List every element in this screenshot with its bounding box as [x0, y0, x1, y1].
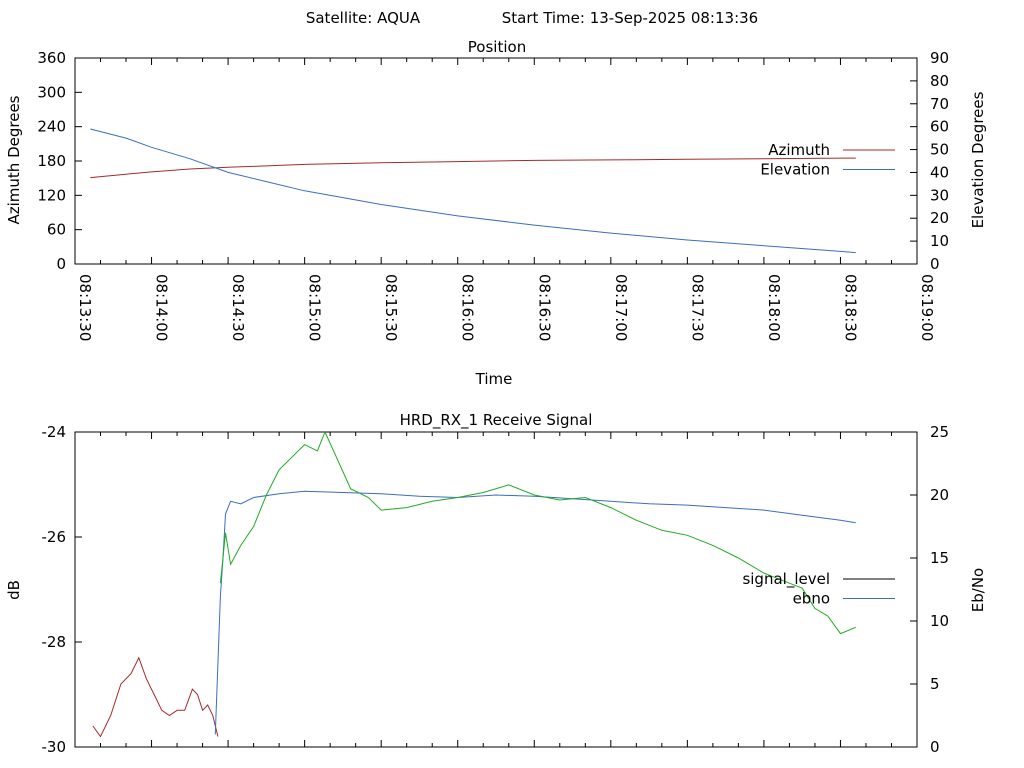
- y-tick-label: -28: [42, 633, 67, 651]
- series-line: [90, 157, 856, 179]
- y2-tick-label: 10: [930, 612, 949, 630]
- y2-tick-label: 0: [930, 255, 940, 273]
- y2-tick-label: 15: [930, 549, 949, 567]
- signal-axis-ticks: -30 -28 -26 -24 0 5 10 15 20 25: [42, 423, 950, 756]
- y2-tick-label: 60: [930, 118, 949, 136]
- y2-tick-label: 5: [930, 675, 940, 693]
- x-tick-label: 08:16:00: [459, 274, 477, 341]
- y2-tick-label: 20: [930, 209, 949, 227]
- x-tick-label: 08:19:00: [918, 274, 936, 341]
- x-tick-label: 08:15:00: [306, 274, 324, 341]
- x-tick-label: 08:13:30: [76, 274, 94, 341]
- signal-y-axis-label: dB: [5, 580, 23, 600]
- header-satellite: Satellite: AQUA: [306, 9, 421, 27]
- y-tick-label: 0: [56, 255, 66, 273]
- x-tick-label: 08:18:00: [765, 274, 783, 341]
- position-axis-ticks: 08:13:30 08:14:00 08:14:30 08:15:00 08:15:30…: [37, 49, 949, 341]
- signal-chart-title: HRD_RX_1 Receive Signal: [400, 411, 593, 430]
- y-tick-label: 240: [37, 118, 66, 136]
- y2-tick-label: 80: [930, 72, 949, 90]
- y-tick-label: 180: [37, 152, 66, 170]
- y-tick-label: 300: [37, 83, 66, 101]
- series-line: [92, 656, 219, 738]
- x-tick-label: 08:14:00: [153, 274, 171, 341]
- legend-label: Elevation: [760, 161, 830, 179]
- x-tick-label: 08:17:00: [612, 274, 630, 341]
- y2-tick-label: 90: [930, 49, 949, 67]
- position-y-axis-label: Azimuth Degrees: [5, 95, 23, 224]
- signal-series: [92, 430, 856, 738]
- series-line: [214, 490, 856, 735]
- y2-tick-label: 50: [930, 141, 949, 159]
- y2-tick-label: 0: [930, 738, 940, 756]
- y-tick-label: -26: [42, 528, 67, 546]
- x-tick-label: 08:15:30: [382, 274, 400, 341]
- x-tick-label: 08:17:30: [688, 274, 706, 341]
- series-line: [219, 430, 856, 635]
- position-y2-axis-label: Elevation Degrees: [969, 91, 987, 228]
- y-tick-label: 60: [47, 221, 66, 239]
- series-line: [90, 128, 856, 254]
- legend-label: signal_level: [742, 570, 830, 589]
- legend-label: ebno: [793, 590, 830, 608]
- y-tick-label: 120: [37, 186, 66, 204]
- position-chart-title: Position: [468, 38, 526, 56]
- y2-tick-label: 10: [930, 232, 949, 250]
- signal-chart: HRD_RX_1 Receive Signal dB Eb/No -30-28-…: [5, 411, 987, 756]
- position-legend: Azimuth Elevation: [760, 141, 895, 179]
- y2-tick-label: 30: [930, 186, 949, 204]
- y2-tick-label: 20: [930, 486, 949, 504]
- position-x-axis-label: Time: [475, 370, 513, 388]
- y-tick-label: -30: [42, 738, 67, 756]
- position-chart: Position Time Azimuth Degrees Elevation …: [5, 38, 987, 388]
- y-tick-label: -24: [42, 423, 67, 441]
- legend-label: Azimuth: [768, 141, 830, 159]
- signal-plot-frame: [74, 431, 918, 748]
- signal-y2-axis-label: Eb/No: [969, 568, 987, 612]
- y2-tick-label: 70: [930, 95, 949, 113]
- x-tick-label: 08:14:30: [229, 274, 247, 341]
- x-tick-label: 08:16:30: [535, 274, 553, 341]
- x-tick-label: 08:18:30: [841, 274, 859, 341]
- header-start-time: Start Time: 13-Sep-2025 08:13:36: [502, 9, 758, 27]
- y-tick-label: 360: [37, 49, 66, 67]
- position-series: [90, 128, 856, 254]
- y2-tick-label: 25: [930, 423, 949, 441]
- y2-tick-label: 40: [930, 163, 949, 181]
